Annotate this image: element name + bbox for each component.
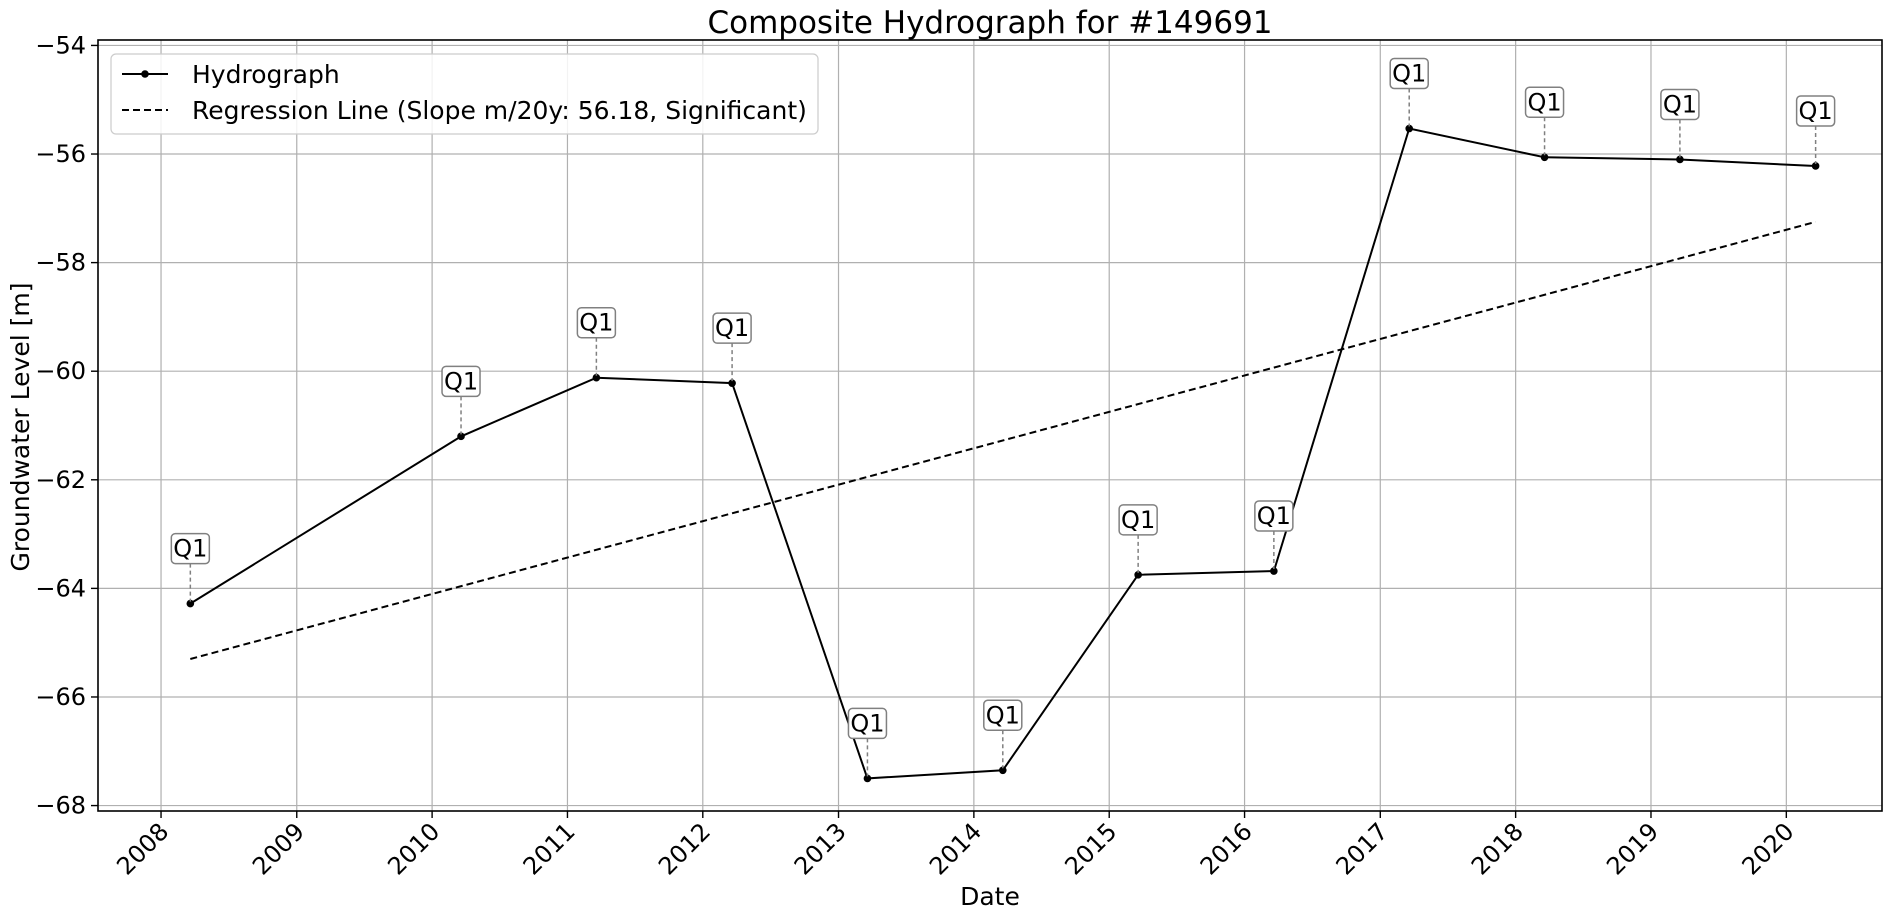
hydrograph-point [1270,567,1278,575]
y-tick-label: −66 [35,683,86,711]
plot-frame [97,39,1883,812]
legend-regression-label: Regression Line (Slope m/20y: 56.18, Sig… [192,96,807,125]
x-tick-label: 2018 [1466,817,1529,880]
y-axis-label: Groundwater Level [m] [6,283,35,572]
grid-layer [98,40,1882,811]
annotation-box [1118,504,1158,536]
hydrograph-point [998,766,1007,775]
annotation-box [1795,95,1836,127]
x-tick-label: 2015 [1059,817,1122,880]
hydrograph-point [1811,162,1820,170]
x-tick-label: 2010 [382,817,445,880]
annotation-label: Q1 [1527,88,1561,116]
series-layer [186,124,1820,783]
hydrograph-point [728,379,736,387]
x-tick-label: 2016 [1195,817,1258,880]
annotation-box [170,532,211,565]
hydrograph-line [189,127,1816,780]
x-tick-label: 2011 [518,817,581,880]
annotation-layer: Q1 Q1 Q1 Q1 Q1 Q1 Q1 Q1 Q1 Q1 Q1 Q1 [170,57,1836,777]
y-tick-label: −62 [35,466,86,494]
annotation-label: Q1 [444,367,478,395]
hydrograph-point [186,599,195,608]
y-tick-label: −54 [35,31,86,59]
hydrograph-point [1540,153,1549,162]
x-tick-label: 2012 [653,817,716,880]
annotation-box [1254,500,1294,532]
hydrograph-point [592,373,601,382]
hydrograph-point [1134,571,1142,579]
y-tick-label: −56 [35,140,86,168]
x-tick-label: 2017 [1331,817,1394,880]
x-tick-label: 2014 [924,817,987,880]
annotation-label: Q1 [715,314,749,342]
legend-hydrograph-marker [141,70,149,78]
y-tick-label: −60 [35,357,86,385]
regression-line [190,220,1816,660]
hydrograph-point [1676,155,1684,164]
annotation-box [1524,86,1565,119]
annotation-label: Q1 [1257,502,1291,530]
y-tick-label: −68 [35,792,86,820]
x-tick-label: 2009 [247,817,310,880]
annotation-box [712,312,752,344]
x-tick-label: 2008 [111,817,174,880]
annotation-label: Q1 [986,701,1020,729]
legend-hydrograph-label: Hydrograph [192,60,340,89]
x-tick-label: 2019 [1601,817,1664,880]
annotation-box [441,365,481,398]
annotation-label: Q1 [1121,506,1155,534]
tick-layer: 2008 2009 2010 2011 2012 2013 2014 2015 2016 2017… [35,31,1799,880]
annotation-box [1660,88,1700,121]
annotation-label: Q1 [579,309,613,337]
annotation-box [847,707,888,740]
annotation-box [1389,57,1429,90]
legend: Hydrograph Regression Line (Slope m/20y:… [110,53,819,135]
annotation-label: Q1 [1392,60,1426,88]
x-tick-label: 2020 [1737,817,1800,880]
legend-box [110,53,819,135]
y-tick-label: −58 [35,249,86,277]
annotation-label: Q1 [850,709,884,737]
chart-title: Composite Hydrograph for #149691 [707,5,1272,41]
annotation-label: Q1 [173,535,207,563]
hydrograph-point [863,774,872,783]
x-axis-label: Date [960,882,1020,911]
hydrograph-point [1405,124,1414,133]
annotation-box [576,306,617,339]
hydrograph-point [457,432,465,441]
annotation-label: Q1 [1663,90,1697,118]
annotation-label: Q1 [1799,97,1833,125]
annotation-box [983,699,1023,732]
x-tick-label: 2013 [789,817,852,880]
y-tick-label: −64 [35,574,86,602]
